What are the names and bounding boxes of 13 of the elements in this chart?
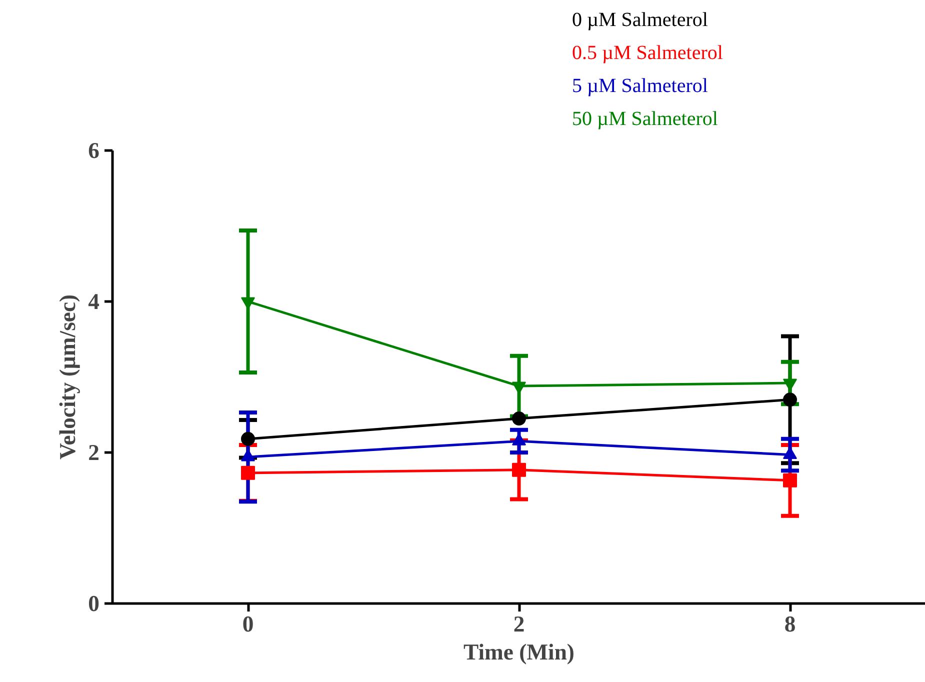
y-tick-label: 2 bbox=[88, 440, 100, 465]
x-tick-label: 0 bbox=[242, 612, 254, 636]
text: 0.5 µM Salmeterol bbox=[572, 42, 723, 65]
text: 0 µM Salmeterol bbox=[572, 9, 708, 32]
text: 50 µM Salmeterol bbox=[572, 108, 718, 131]
y-tick-label: 4 bbox=[88, 289, 100, 314]
y-tick-label: 6 bbox=[88, 138, 100, 163]
text: 5 µM Salmeterol bbox=[572, 75, 708, 98]
x-tick-label: 2 bbox=[513, 612, 525, 636]
y-axis-title: Velocity (µm/sec) bbox=[55, 294, 80, 460]
x-axis-title: Time (Min) bbox=[464, 640, 574, 664]
x-tick-label: 8 bbox=[784, 612, 796, 636]
y-tick-label: 0 bbox=[88, 591, 100, 616]
